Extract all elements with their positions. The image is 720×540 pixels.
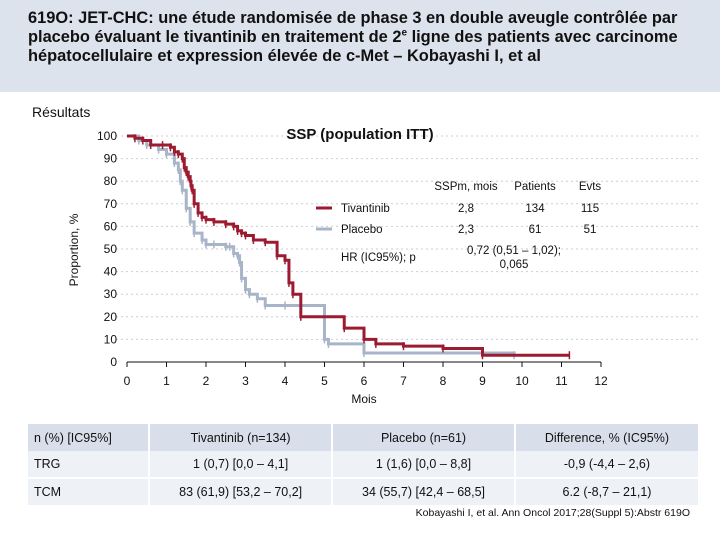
table-cell: 1 (0,7) [0,0 – 4,1] bbox=[148, 451, 333, 479]
x-axis-ticks: 0 1 2 3 4 5 6 7 8 9 10 11 12 bbox=[124, 362, 608, 388]
legend: SSPm, mois Patients Evts Tivantinib 2,8 … bbox=[316, 181, 601, 271]
x-tick-label: 0 bbox=[124, 374, 131, 388]
legend-hr-label: HR (IC95%); p bbox=[341, 252, 416, 264]
table-cell: 1 (1,6) [0,0 – 8,8] bbox=[331, 451, 515, 479]
y-tick-label: 60 bbox=[104, 219, 118, 233]
table-cell: 83 (61,9) [53,2 – 70,2] bbox=[148, 478, 333, 505]
x-tick-label: 2 bbox=[203, 374, 210, 388]
legend-ssp-tivantinib: 2,8 bbox=[458, 203, 474, 215]
x-tick-label: 9 bbox=[479, 374, 486, 388]
y-tick-label: 40 bbox=[104, 265, 118, 279]
y-tick-label: 10 bbox=[104, 332, 118, 346]
legend-name-placebo: Placebo bbox=[341, 224, 383, 236]
table-header-cell: Difference, % (IC95%) bbox=[513, 424, 698, 451]
legend-evts-tivantinib: 115 bbox=[581, 203, 599, 215]
legend-patients-placebo: 61 bbox=[529, 224, 542, 236]
y-tick-label: 100 bbox=[97, 129, 117, 143]
x-tick-label: 11 bbox=[555, 374, 568, 388]
x-tick-label: 1 bbox=[163, 374, 170, 388]
table-row: TRG 1 (0,7) [0,0 – 4,1] 1 (1,6) [0,0 – 8… bbox=[28, 451, 698, 479]
y-tick-label: 80 bbox=[104, 174, 118, 188]
title-text-start: 619O: JET-CHC: une étude randomisée de p… bbox=[28, 9, 678, 46]
x-tick-label: 12 bbox=[594, 374, 608, 388]
citation: Kobayashi I, et al. Ann Oncol 2017;28(Su… bbox=[415, 507, 690, 519]
y-tick-label: 30 bbox=[104, 287, 118, 301]
table-header-cell: n (%) [IC95%] bbox=[28, 424, 150, 451]
x-tick-label: 6 bbox=[361, 374, 368, 388]
results-table: n (%) [IC95%] Tivantinib (n=134) Placebo… bbox=[28, 424, 698, 505]
y-tick-label: 50 bbox=[104, 242, 118, 256]
y-tick-label: 70 bbox=[104, 197, 118, 211]
y-axis-label: Proportion, % bbox=[67, 213, 81, 286]
legend-header-evts: Evts bbox=[579, 181, 602, 193]
table-header-row: n (%) [IC95%] Tivantinib (n=134) Placebo… bbox=[28, 424, 698, 451]
x-tick-label: 8 bbox=[440, 374, 447, 388]
table-cell: 6.2 (-8,7 – 21,1) bbox=[513, 478, 698, 505]
grid-lines bbox=[116, 135, 700, 340]
y-tick-label: 20 bbox=[104, 310, 118, 324]
title-superscript: e bbox=[401, 27, 408, 39]
table-cell: TCM bbox=[28, 478, 150, 505]
table-header-cell: Tivantinib (n=134) bbox=[148, 424, 333, 451]
x-tick-label: 5 bbox=[321, 374, 328, 388]
x-tick-label: 10 bbox=[515, 374, 529, 388]
table-cell: -0,9 (-4,4 – 2,6) bbox=[513, 451, 698, 479]
y-tick-label: 0 bbox=[110, 355, 117, 369]
legend-patients-tivantinib: 134 bbox=[525, 203, 545, 215]
x-tick-label: 4 bbox=[282, 374, 289, 388]
table-row: TCM 83 (61,9) [53,2 – 70,2] 34 (55,7) [4… bbox=[28, 478, 698, 505]
header-banner: 619O: JET-CHC: une étude randomisée de p… bbox=[0, 0, 720, 92]
legend-ssp-placebo: 2,3 bbox=[458, 224, 474, 236]
legend-hr-value-1: 0,72 (0,51 – 1,02); bbox=[467, 245, 561, 257]
x-tick-label: 7 bbox=[400, 374, 407, 388]
table-header-cell: Placebo (n=61) bbox=[331, 424, 515, 451]
table-cell: 34 (55,7) [42,4 – 68,5] bbox=[331, 478, 515, 505]
survival-curves bbox=[127, 134, 571, 360]
x-tick-label: 3 bbox=[242, 374, 249, 388]
table-cell: TRG bbox=[28, 451, 150, 479]
legend-name-tivantinib: Tivantinib bbox=[341, 203, 390, 215]
legend-hr-value-2: 0,065 bbox=[500, 259, 529, 271]
x-axis-label: Mois bbox=[351, 392, 376, 406]
y-tick-label: 90 bbox=[104, 152, 118, 166]
section-label: Résultats bbox=[32, 104, 91, 120]
y-axis-ticks: 0 10 20 30 40 50 60 70 80 90 100 bbox=[97, 129, 117, 369]
legend-header-ssp: SSPm, mois bbox=[434, 181, 498, 193]
title-text-end: ligne des patients avec carcinome hépato… bbox=[28, 28, 678, 65]
chart-title: SSP (population ITT) bbox=[286, 126, 433, 143]
slide-title: 619O: JET-CHC: une étude randomisée de p… bbox=[28, 9, 698, 66]
legend-evts-placebo: 51 bbox=[584, 224, 597, 236]
legend-header-patients: Patients bbox=[514, 181, 556, 193]
